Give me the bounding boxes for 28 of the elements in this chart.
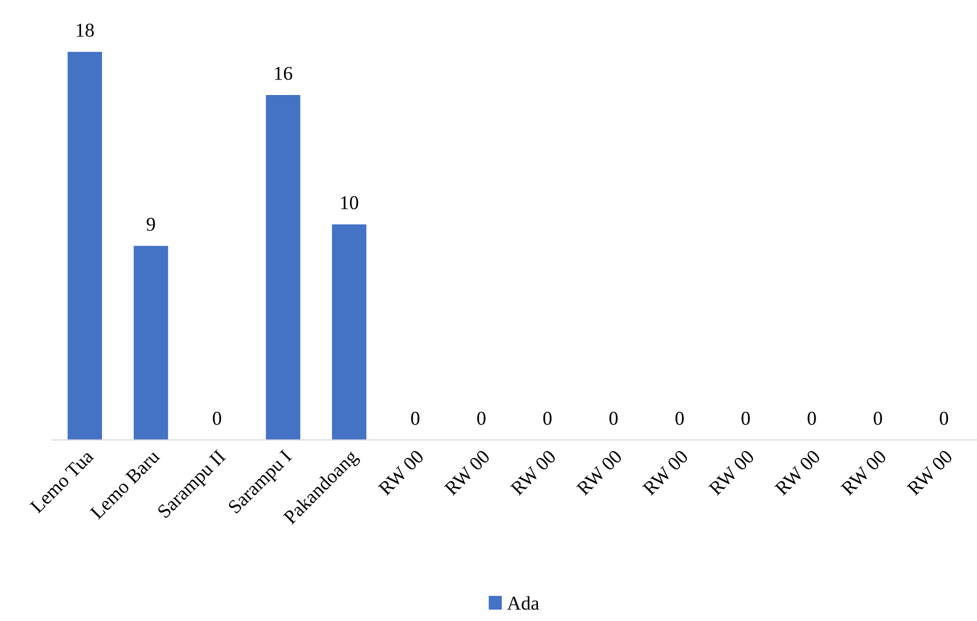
x-tick-label: RW 00: [444, 449, 491, 496]
data-label: 0: [609, 412, 618, 425]
data-label: 0: [874, 412, 882, 425]
x-tick-label: RW 00: [774, 449, 822, 496]
bar: [332, 224, 366, 440]
x-tick-label: RW 00: [840, 449, 888, 496]
data-label: 0: [675, 412, 684, 425]
bar: [134, 246, 168, 440]
data-label: 0: [742, 412, 750, 425]
data-label: 0: [411, 412, 420, 425]
x-tick-label: RW 00: [708, 449, 755, 496]
legend-label: Ada: [507, 596, 540, 610]
data-label: 0: [940, 412, 948, 425]
bar: [266, 94, 300, 440]
data-label: 9: [146, 218, 155, 231]
data-label: 0: [212, 412, 222, 425]
data-label: 16: [275, 66, 292, 80]
x-tick-label: RW 00: [906, 449, 954, 496]
data-label: 0: [543, 412, 552, 425]
x-tick-label: RW 00: [642, 449, 689, 496]
bar: [68, 52, 102, 440]
x-tick-label: RW 00: [510, 449, 557, 496]
x-tick-label: RW 00: [378, 449, 424, 496]
x-tick-label: RW 00: [576, 449, 623, 496]
data-label: 18: [76, 24, 94, 37]
data-label: 0: [808, 412, 816, 425]
data-label: 10: [341, 196, 358, 210]
data-label: 0: [477, 412, 486, 425]
